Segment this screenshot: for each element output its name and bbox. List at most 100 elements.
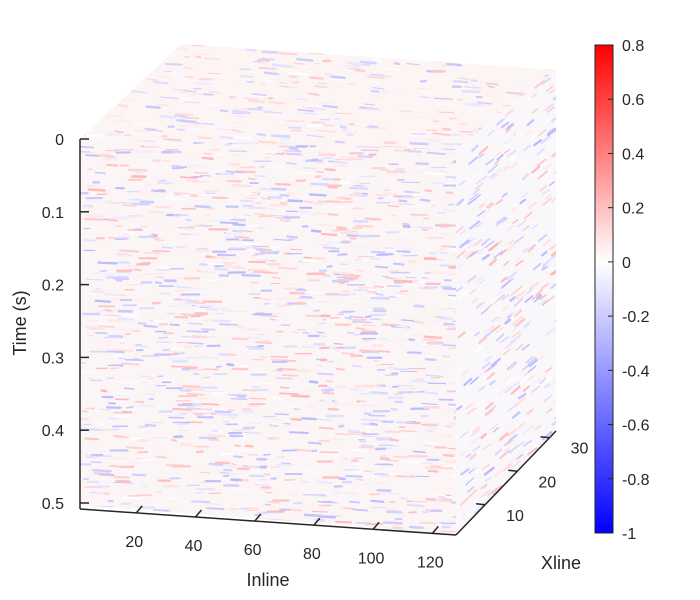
texture-mark: [481, 361, 491, 370]
texture-mark: [258, 82, 267, 86]
texture-mark: [228, 233, 246, 236]
texture-mark: [406, 503, 425, 508]
texture-mark: [370, 250, 386, 254]
texture-mark: [332, 271, 351, 275]
time-tick-label: 0.4: [42, 423, 64, 440]
texture-mark: [112, 98, 133, 102]
texture-mark: [320, 335, 327, 338]
texture-mark: [483, 485, 494, 495]
texture-mark: [358, 172, 367, 176]
texture-mark: [310, 182, 330, 186]
texture-mark: [339, 125, 347, 129]
texture-mark: [514, 310, 522, 318]
texture-mark: [106, 85, 127, 89]
texture-mark: [89, 491, 103, 494]
texture-mark: [143, 182, 159, 186]
texture-mark: [402, 224, 411, 228]
texture-mark: [290, 492, 298, 496]
texture-mark: [537, 170, 548, 180]
texture-mark: [198, 436, 218, 440]
texture-mark: [156, 103, 169, 107]
texture-mark: [423, 428, 436, 431]
texture-mark: [234, 135, 252, 140]
texture-mark: [543, 394, 553, 402]
texture-mark: [316, 331, 325, 334]
xline-tick-label: 30: [571, 441, 589, 458]
texture-mark: [273, 238, 292, 242]
texture-mark: [297, 468, 313, 472]
texture-mark: [158, 530, 172, 533]
texture-mark: [484, 355, 493, 362]
texture-mark: [155, 455, 168, 459]
texture-mark: [549, 252, 556, 261]
texture-mark: [303, 106, 317, 109]
texture-mark: [260, 521, 274, 526]
texture-mark: [456, 252, 465, 261]
texture-mark: [96, 153, 112, 157]
inline-tick: [254, 513, 262, 522]
texture-mark: [505, 225, 515, 232]
texture-mark: [501, 364, 509, 371]
texture-mark: [106, 163, 119, 167]
texture-mark: [441, 127, 452, 131]
texture-mark: [512, 285, 523, 295]
texture-mark: [228, 409, 235, 412]
texture-mark: [92, 213, 107, 216]
texture-mark: [242, 389, 257, 392]
texture-mark: [336, 226, 347, 230]
texture-mark: [503, 446, 510, 453]
texture-mark: [461, 90, 481, 94]
texture-mark: [117, 193, 126, 196]
texture-mark: [324, 437, 343, 441]
texture-mark: [278, 81, 288, 85]
texture-mark: [145, 105, 161, 109]
texture-mark: [131, 46, 150, 50]
texture-mark: [424, 425, 437, 428]
texture-mark: [500, 276, 508, 283]
texture-mark: [207, 262, 224, 266]
texture-mark: [282, 303, 292, 307]
texture-mark: [125, 446, 144, 450]
texture-mark: [486, 201, 493, 208]
texture-mark: [112, 457, 128, 460]
texture-mark: [424, 189, 433, 193]
texture-mark: [484, 326, 493, 334]
inline-tick-label: 80: [303, 546, 321, 563]
texture-mark: [164, 138, 182, 141]
texture-mark: [503, 279, 515, 290]
texture-mark: [497, 316, 503, 322]
texture-mark: [467, 426, 475, 433]
texture-mark: [514, 96, 524, 105]
texture-mark: [229, 218, 247, 222]
texture-mark: [485, 408, 494, 416]
texture-mark: [386, 509, 399, 511]
inline-tick: [135, 505, 143, 514]
texture-mark: [87, 334, 95, 337]
texture-mark: [550, 283, 556, 289]
texture-mark: [119, 249, 140, 253]
texture-mark: [544, 459, 554, 467]
texture-mark: [413, 303, 423, 306]
texture-mark: [212, 319, 231, 322]
texture-mark: [431, 147, 444, 151]
texture-mark: [192, 412, 207, 415]
texture-mark: [481, 489, 491, 498]
texture-mark: [465, 402, 474, 410]
texture-mark: [259, 314, 278, 318]
texture-mark: [241, 274, 261, 277]
texture-mark: [460, 239, 470, 248]
texture-mark: [121, 204, 137, 207]
texture-mark: [420, 91, 436, 95]
texture-mark: [118, 60, 136, 63]
texture-mark: [407, 260, 417, 264]
texture-mark: [410, 379, 427, 383]
texture-mark: [522, 271, 532, 279]
texture-mark: [185, 526, 199, 530]
texture-mark: [526, 119, 535, 127]
texture-mark: [228, 472, 236, 476]
texture-mark: [272, 396, 283, 400]
texture-mark: [516, 453, 524, 460]
texture-mark: [524, 295, 534, 303]
texture-mark: [489, 456, 497, 463]
texture-mark: [372, 496, 384, 499]
